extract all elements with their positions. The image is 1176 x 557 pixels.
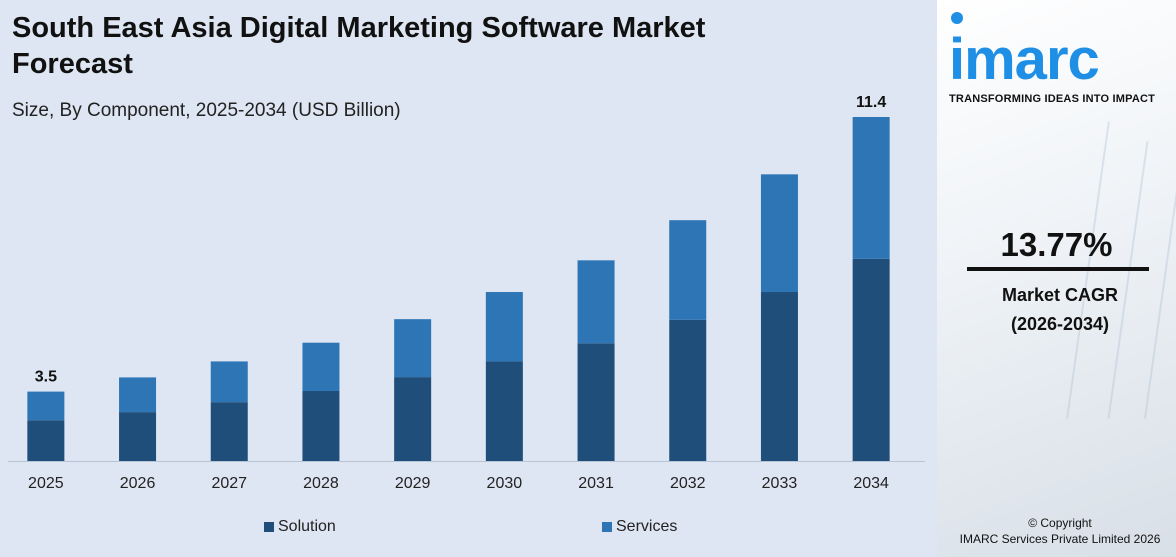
imarc-logo: imarc [949, 27, 1100, 92]
legend-item-services: Services [602, 518, 677, 536]
x-tick-label-2033: 2033 [762, 475, 798, 492]
bar-solution-2032 [669, 319, 707, 461]
bar-solution-2029 [394, 377, 432, 461]
chart-subtitle: Size, By Component, 2025-2034 (USD Billi… [12, 100, 401, 121]
decorative-line [1107, 141, 1149, 419]
bar-services-2029 [394, 319, 432, 378]
cagr-period: (2026-2034) [1010, 314, 1110, 334]
legend-swatch-services [602, 522, 612, 532]
x-tick-label-2027: 2027 [211, 475, 247, 492]
bar-services-2025 [27, 391, 65, 421]
x-tick-label-2030: 2030 [487, 475, 523, 492]
bar-solution-2030 [485, 361, 523, 461]
chart-title: South East Asia Digital Marketing Softwa… [12, 12, 706, 80]
logo-dot-icon [951, 12, 963, 24]
bar-services-2032 [669, 220, 707, 320]
copyright-line-2: IMARC Services Private Limited 2026 [959, 532, 1161, 546]
total-label-2025: 3.5 [35, 369, 57, 386]
x-tick-label-2028: 2028 [303, 475, 339, 492]
bar-services-2034 [852, 117, 890, 259]
chart-panel: 2025 2026 2027 2028 2029 2030 2031 2032 2033 2034… [0, 12, 937, 540]
x-tick-label-2025: 2025 [28, 475, 64, 492]
bar-solution-2031 [577, 343, 615, 461]
x-tick-label-2031: 2031 [578, 475, 614, 492]
bar-services-2033 [760, 174, 798, 293]
legend-item-solution: Solution [264, 518, 336, 536]
x-tick-label-2032: 2032 [670, 475, 706, 492]
bar-solution-2033 [760, 292, 798, 461]
legend-swatch-solution [264, 522, 274, 532]
total-label-2034: 11.4 [856, 94, 886, 111]
cagr-label: Market CAGR [1001, 285, 1119, 305]
cagr-value: 13.77% [1000, 226, 1113, 263]
bar-services-2030 [485, 292, 523, 362]
bar-solution-2034 [852, 258, 890, 461]
bar-chart: 2025 2026 2027 2028 2029 2030 2031 2032 2033 2034… [8, 94, 925, 492]
bar-solution-2026 [119, 412, 157, 461]
chart-legend: Solution Services [0, 518, 937, 540]
x-tick-label-2029: 2029 [395, 475, 431, 492]
x-tick-label-2034: 2034 [853, 475, 889, 492]
brand-sidebar: imarc TRANSFORMING IDEAS INTO IMPACT 13.… [937, 0, 1176, 557]
copyright-line-1: © Copyright [1028, 516, 1092, 530]
bar-services-2031 [577, 260, 615, 344]
bar-services-2027 [210, 361, 248, 403]
bar-solution-2025 [27, 420, 65, 461]
cagr-divider [967, 267, 1149, 271]
legend-label-services: Services [616, 518, 678, 535]
legend-label-solution: Solution [278, 518, 336, 535]
logo-tagline: TRANSFORMING IDEAS INTO IMPACT [949, 93, 1156, 105]
bar-solution-2027 [210, 402, 248, 461]
bar-solution-2028 [302, 390, 340, 461]
x-tick-label-2026: 2026 [120, 475, 156, 492]
bar-services-2028 [302, 342, 340, 391]
bar-services-2026 [119, 377, 157, 413]
copyright: © Copyright IMARC Services Private Limit… [937, 515, 1176, 547]
